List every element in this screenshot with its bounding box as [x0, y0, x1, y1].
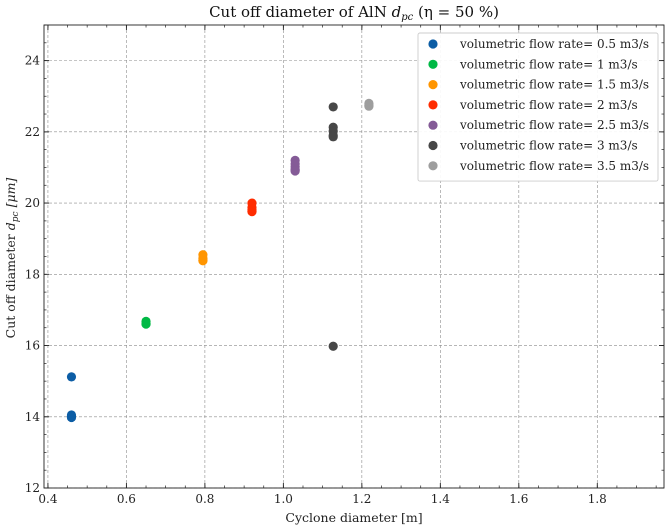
- data-point: [364, 101, 374, 111]
- y-tick-label: 22: [25, 125, 40, 139]
- series-6: [328, 102, 338, 351]
- chart-title-suffix: (η = 50 %): [413, 3, 499, 21]
- data-point: [66, 411, 77, 421]
- legend-label: volumetric flow rate= 1 m3/s: [459, 57, 638, 71]
- x-tick-label: 1.0: [274, 492, 293, 506]
- x-tick-label: 1.8: [588, 492, 607, 506]
- y-tick-label: 14: [25, 410, 41, 424]
- data-point: [141, 319, 151, 329]
- y-axis-title: Cut off diameter dpc [μm]: [3, 178, 21, 339]
- y-axis-title-prefix: Cut off diameter: [3, 230, 18, 338]
- series-5: [290, 155, 300, 176]
- y-tick-label: 20: [25, 196, 40, 210]
- y-axis-title-subscript: pc: [11, 211, 21, 222]
- data-point: [328, 102, 338, 112]
- y-tick-labels: 12 14 16 18 20 22 24: [25, 54, 41, 495]
- x-tick-labels: 0.4 0.6 0.8 1.0 1.2 1.4 1.6 1.8: [38, 492, 606, 506]
- legend: volumetric flow rate= 0.5 m3/s volumetric…: [417, 32, 659, 182]
- axis-ticks: [44, 24, 664, 489]
- data-point: [66, 372, 77, 382]
- legend-label: volumetric flow rate= 3.5 m3/s: [459, 159, 649, 173]
- legend-label: volumetric flow rate= 0.5 m3/s: [459, 37, 649, 51]
- x-tick-label: 1.2: [352, 492, 371, 506]
- legend-marker: [428, 140, 438, 151]
- chart-title-subscript: pc: [401, 12, 413, 23]
- chart-title: Cut off diameter of AlN dpc (η = 50 %): [209, 3, 499, 23]
- x-tick-label: 0.8: [195, 492, 214, 506]
- legend-box: [417, 32, 659, 182]
- legend-marker: [428, 59, 438, 69]
- x-axis-title: Cyclone diameter [m]: [285, 510, 422, 525]
- legend-marker: [428, 80, 438, 90]
- data-point: [290, 166, 300, 176]
- legend-marker: [428, 161, 438, 171]
- legend-marker: [428, 39, 438, 49]
- legend-label: volumetric flow rate= 2.5 m3/s: [459, 118, 649, 132]
- data-points: [66, 98, 374, 423]
- data-point: [247, 207, 257, 217]
- series-1: [66, 372, 77, 423]
- y-axis-title-symbol: d: [3, 222, 18, 230]
- y-tick-label: 24: [25, 54, 41, 68]
- data-point: [198, 256, 208, 266]
- series-7: [364, 98, 374, 111]
- chart-title-prefix: Cut off diameter of AlN: [209, 3, 392, 21]
- data-point: [328, 341, 338, 351]
- y-tick-label: 18: [25, 267, 40, 281]
- x-tick-label: 0.6: [117, 492, 136, 506]
- legend-label: volumetric flow rate= 2 m3/s: [459, 98, 638, 112]
- y-tick-label: 12: [25, 481, 40, 495]
- chart-title-symbol: d: [392, 3, 402, 21]
- series-4: [247, 198, 257, 217]
- legend-marker: [428, 100, 438, 110]
- series-2: [141, 316, 151, 329]
- legend-label: volumetric flow rate= 3 m3/s: [459, 139, 638, 153]
- y-tick-label: 16: [25, 339, 40, 353]
- x-tick-label: 0.4: [38, 492, 57, 506]
- data-point: [328, 132, 338, 142]
- legend-marker: [428, 120, 438, 130]
- x-tick-label: 1.6: [509, 492, 528, 506]
- legend-label: volumetric flow rate= 1.5 m3/s: [459, 78, 649, 92]
- y-axis-title-suffix: [μm]: [3, 178, 18, 212]
- series-3: [198, 250, 208, 266]
- x-tick-label: 1.4: [431, 492, 450, 506]
